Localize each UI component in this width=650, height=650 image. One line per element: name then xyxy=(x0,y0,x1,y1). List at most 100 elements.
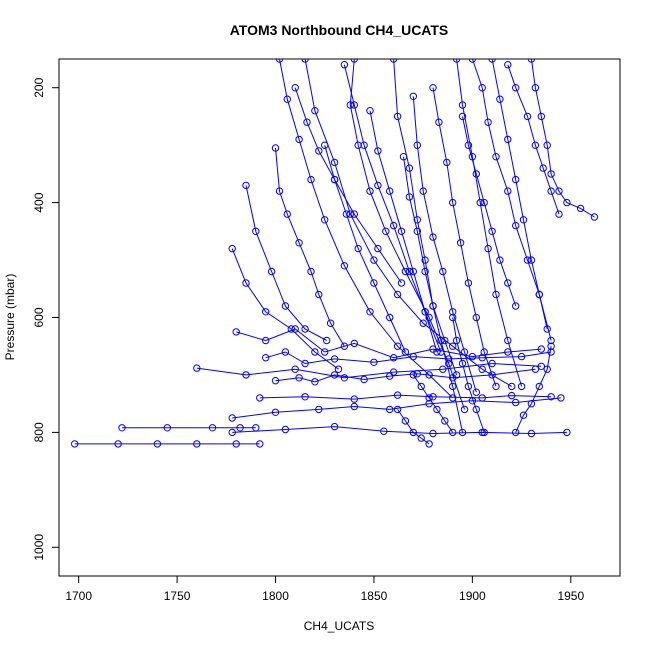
data-point xyxy=(397,227,406,236)
data-point xyxy=(439,267,447,276)
data-point xyxy=(380,427,388,435)
y-tick-label: 800 xyxy=(32,422,46,442)
data-point xyxy=(301,325,309,333)
data-point xyxy=(488,371,496,379)
data-point xyxy=(429,302,437,310)
data-point xyxy=(228,414,236,422)
data-point xyxy=(409,371,417,379)
data-point xyxy=(421,256,429,264)
data-point xyxy=(449,313,457,322)
data-point xyxy=(504,135,512,144)
profile-series xyxy=(71,440,264,448)
data-point xyxy=(401,267,410,276)
data-point xyxy=(354,244,362,253)
data-point xyxy=(256,440,264,448)
data-point xyxy=(527,256,536,264)
data-point xyxy=(232,440,240,448)
data-point xyxy=(413,216,421,224)
data-point xyxy=(340,60,349,69)
data-point xyxy=(517,382,526,391)
data-point xyxy=(508,391,516,400)
data-point xyxy=(340,374,349,382)
data-point xyxy=(478,84,486,92)
data-point xyxy=(543,141,551,149)
data-point xyxy=(370,256,378,264)
data-point xyxy=(496,256,504,264)
series-line xyxy=(456,59,523,387)
data-point xyxy=(330,175,339,184)
data-point xyxy=(350,59,358,63)
data-point xyxy=(262,354,270,362)
plot-area-frame xyxy=(58,58,621,577)
data-point xyxy=(472,388,480,396)
data-point xyxy=(315,405,323,414)
data-point xyxy=(399,153,408,161)
data-point xyxy=(439,365,447,373)
x-tick-label: 1800 xyxy=(262,589,289,603)
data-point xyxy=(370,279,378,287)
data-point xyxy=(307,267,315,276)
series-line xyxy=(349,59,465,410)
data-point xyxy=(301,393,309,401)
series-line xyxy=(491,59,548,330)
data-point xyxy=(295,135,303,144)
profile-series xyxy=(321,141,410,356)
profile-series xyxy=(393,405,433,448)
data-point xyxy=(405,164,414,172)
data-point xyxy=(393,290,402,299)
data-point xyxy=(535,290,543,299)
data-point xyxy=(527,429,536,438)
data-point xyxy=(281,348,290,356)
series-line xyxy=(265,351,552,365)
data-point xyxy=(449,382,457,391)
data-point xyxy=(405,193,414,201)
data-point xyxy=(492,290,500,299)
profile-series xyxy=(275,59,457,402)
data-point xyxy=(163,424,172,432)
data-point xyxy=(433,348,441,356)
data-point xyxy=(350,395,358,403)
data-point xyxy=(419,187,427,195)
data-point xyxy=(242,181,250,190)
data-point xyxy=(321,141,329,149)
data-point xyxy=(512,428,520,437)
data-point xyxy=(366,308,374,316)
data-point xyxy=(527,400,536,408)
data-point xyxy=(419,319,427,327)
series-line xyxy=(324,145,406,353)
data-point xyxy=(409,352,417,361)
data-point xyxy=(374,181,382,190)
data-point xyxy=(393,342,402,350)
data-point xyxy=(504,187,512,195)
data-point xyxy=(413,370,421,378)
profile-series xyxy=(366,107,441,356)
data-point xyxy=(576,204,585,213)
data-point xyxy=(283,210,291,218)
profile-series xyxy=(232,325,545,362)
data-point xyxy=(291,365,299,373)
data-point xyxy=(370,358,378,366)
data-point xyxy=(452,371,461,379)
data-point xyxy=(417,382,425,391)
data-point xyxy=(374,147,382,155)
data-point xyxy=(464,279,473,287)
data-point xyxy=(386,372,394,380)
data-point xyxy=(350,339,358,348)
data-point xyxy=(330,422,339,431)
data-point xyxy=(433,405,441,414)
series-line xyxy=(259,394,552,400)
data-point xyxy=(429,393,437,401)
series-line xyxy=(432,87,497,387)
data-point xyxy=(437,348,445,356)
data-point xyxy=(252,227,260,236)
data-point xyxy=(315,147,323,155)
data-point xyxy=(262,336,270,345)
data-point xyxy=(488,227,496,236)
data-point xyxy=(547,342,555,350)
profile-series xyxy=(228,244,343,373)
data-point xyxy=(267,267,276,276)
data-point xyxy=(366,107,374,115)
data-point xyxy=(429,84,437,92)
series-line xyxy=(236,328,542,359)
data-point xyxy=(464,382,473,391)
